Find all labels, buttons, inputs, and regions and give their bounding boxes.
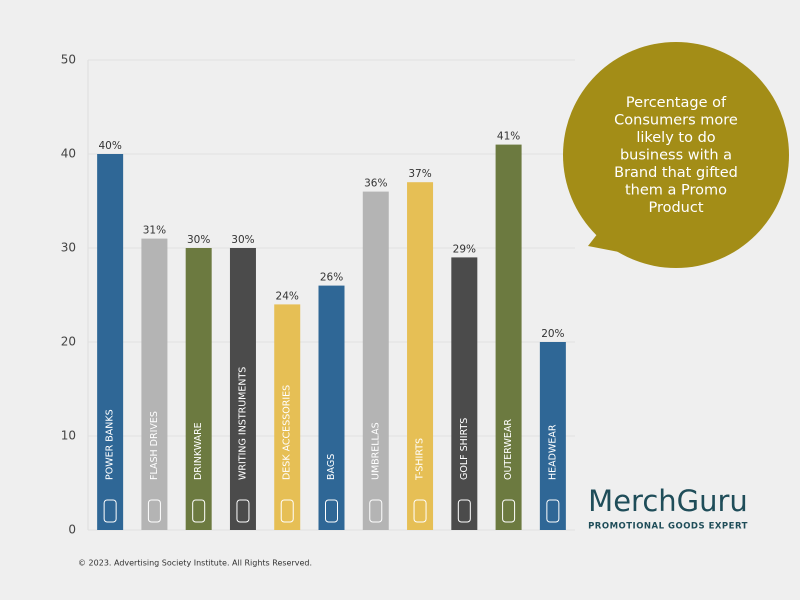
annotation-line: Percentage of	[626, 95, 727, 111]
bar	[318, 285, 345, 530]
bar	[274, 304, 301, 530]
bar	[141, 238, 168, 530]
bar	[97, 154, 124, 530]
category-label: HEADWEAR	[547, 424, 558, 480]
bar	[185, 248, 212, 530]
category-label: DESK ACCESSORIES	[282, 385, 293, 480]
category-icon	[325, 499, 338, 523]
value-label: 24%	[276, 290, 299, 302]
y-tick-label: 0	[68, 523, 76, 537]
bar	[539, 342, 566, 530]
annotation-line: business with a	[620, 148, 732, 164]
value-label: 37%	[408, 168, 431, 180]
value-label: 36%	[364, 178, 387, 190]
annotation-line: Brand that gifted	[614, 165, 738, 181]
value-label: 29%	[453, 243, 476, 255]
category-icon	[147, 499, 161, 523]
bar	[407, 182, 434, 530]
category-icon	[369, 499, 383, 523]
bar	[362, 191, 389, 530]
category-icon	[103, 499, 117, 523]
annotation-line: Consumers more	[614, 113, 738, 129]
logo-name: MerchGuru	[588, 484, 748, 518]
category-icon	[457, 499, 471, 523]
category-label: OUTERWEAR	[503, 419, 514, 480]
y-tick-label: 50	[61, 53, 76, 67]
category-icon	[192, 499, 206, 523]
bar	[229, 248, 256, 530]
annotation-line: Product	[648, 200, 703, 216]
value-label: 20%	[541, 328, 564, 340]
y-tick-label: 20	[61, 335, 76, 349]
y-tick-label: 40	[61, 147, 76, 161]
category-label: WRITING INSTRUMENTS	[237, 367, 248, 480]
value-label: 30%	[231, 234, 254, 246]
category-icon	[546, 499, 560, 523]
category-label: DRINKWARE	[193, 422, 204, 480]
footer: © 2023. Advertising Society Institute. A…	[78, 559, 312, 568]
category-label: FLASH DRIVES	[149, 411, 160, 480]
value-label: 30%	[187, 234, 210, 246]
y-tick-label: 10	[61, 429, 76, 443]
bar	[451, 257, 478, 530]
bubble	[563, 42, 789, 268]
value-label: 26%	[320, 272, 343, 284]
category-icon	[280, 499, 294, 523]
category-label: BAGS	[326, 454, 337, 480]
category-label: POWER BANKS	[105, 409, 116, 480]
annotation-line: likely to do	[636, 130, 715, 146]
value-label: 40%	[98, 140, 121, 152]
category-label: UMBRELLAS	[370, 422, 381, 480]
value-label: 41%	[497, 131, 520, 143]
category-icon	[413, 499, 427, 523]
category-icon	[502, 499, 516, 523]
bar	[495, 144, 522, 530]
value-label: 31%	[143, 225, 166, 237]
logo-tagline: PROMOTIONAL GOODS EXPERT	[588, 522, 748, 532]
y-tick-label: 30	[61, 241, 76, 255]
annotation-line: them a Promo	[625, 183, 727, 199]
category-label: T-SHIRTS	[415, 438, 426, 481]
category-label: GOLF SHIRTS	[459, 418, 470, 480]
category-icon	[236, 499, 250, 523]
